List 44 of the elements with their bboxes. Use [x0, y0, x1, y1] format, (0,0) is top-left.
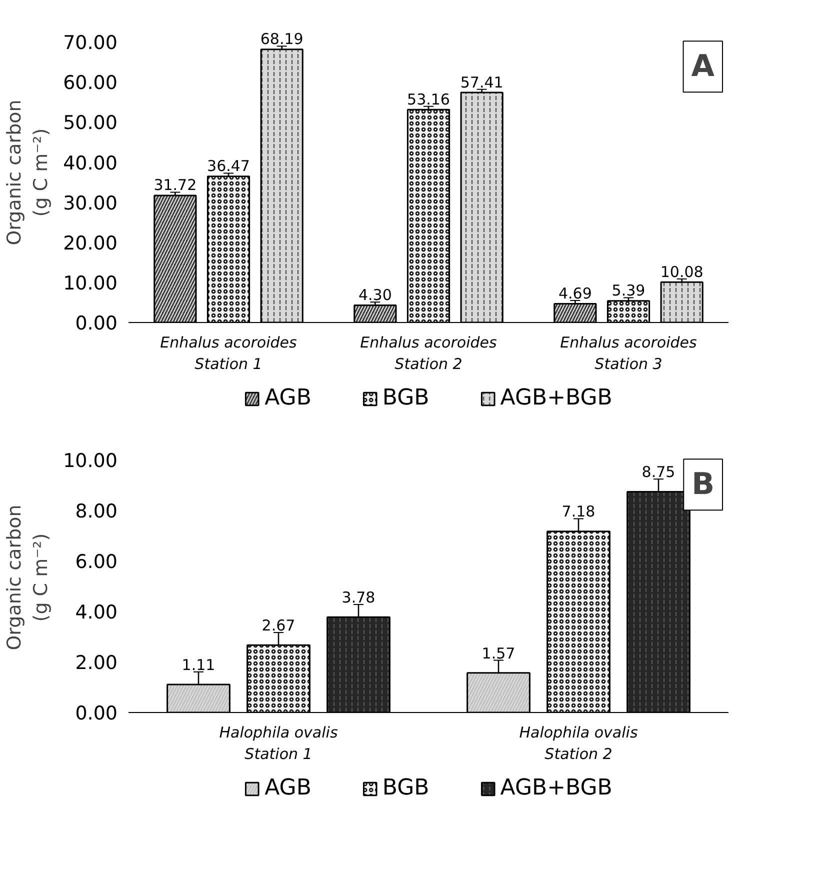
data-label: 8.75	[642, 463, 676, 482]
data-label: 4.69	[558, 284, 592, 303]
y-tick-label: 70.00	[63, 32, 118, 54]
legend-label: AGB	[264, 386, 312, 410]
data-label: 7.18	[562, 502, 596, 521]
annotation: A	[691, 49, 716, 84]
data-label: 2.67	[262, 616, 296, 635]
y-axis-title: Organic carbon (g C m⁻²)	[4, 504, 52, 650]
x-tick-label: Enhalus acoroides Station 2	[360, 334, 497, 374]
data-label: 57.41	[460, 73, 504, 92]
x-tick-label: Halophila ovalis Station 1	[219, 724, 338, 764]
y-axis-title: Organic carbon (g C m⁻²)	[4, 100, 52, 246]
y-tick-label: 20.00	[63, 232, 118, 254]
x-tick-label: Halophila ovalis Station 2	[519, 724, 638, 764]
y-tick-label: 40.00	[63, 152, 118, 174]
y-tick-label: 10.00	[63, 272, 118, 294]
y-tick-label: 30.00	[63, 192, 118, 214]
x-tick-label: Enhalus acoroides Station 3	[560, 334, 697, 374]
data-label: 1.57	[482, 644, 516, 662]
legend-label: BGB	[382, 386, 430, 410]
y-tick-label: 4.00	[75, 602, 118, 624]
y-tick-label: 6.00	[75, 551, 118, 574]
y-tick-label: 8.00	[75, 500, 118, 523]
data-label: 53.16	[407, 90, 450, 108]
legend-label: BGB	[382, 776, 430, 800]
annotation: B	[692, 467, 715, 502]
y-tick-label: 2.00	[75, 652, 118, 674]
data-label: 36.47	[207, 157, 250, 176]
data-label: 4.30	[358, 286, 392, 304]
data-label: 10.08	[660, 262, 704, 281]
legend-label: AGB+BGB	[500, 386, 612, 410]
data-label: 31.72	[154, 176, 197, 194]
data-label: 5.39	[612, 282, 646, 300]
y-tick-label: 0.00	[75, 312, 118, 334]
y-tick-label: 0.00	[75, 702, 118, 724]
legend-label: AGB+BGB	[500, 776, 612, 800]
data-label: 68.19	[260, 30, 304, 48]
data-label: 3.78	[342, 588, 376, 606]
y-tick-label: 50.00	[63, 112, 118, 134]
y-tick-label: 10.00	[63, 450, 118, 472]
x-tick-label: Enhalus acoroides Station 1	[160, 334, 297, 374]
y-tick-label: 60.00	[63, 72, 118, 94]
data-label: 1.11	[182, 656, 216, 674]
legend-label: AGB	[264, 776, 312, 800]
